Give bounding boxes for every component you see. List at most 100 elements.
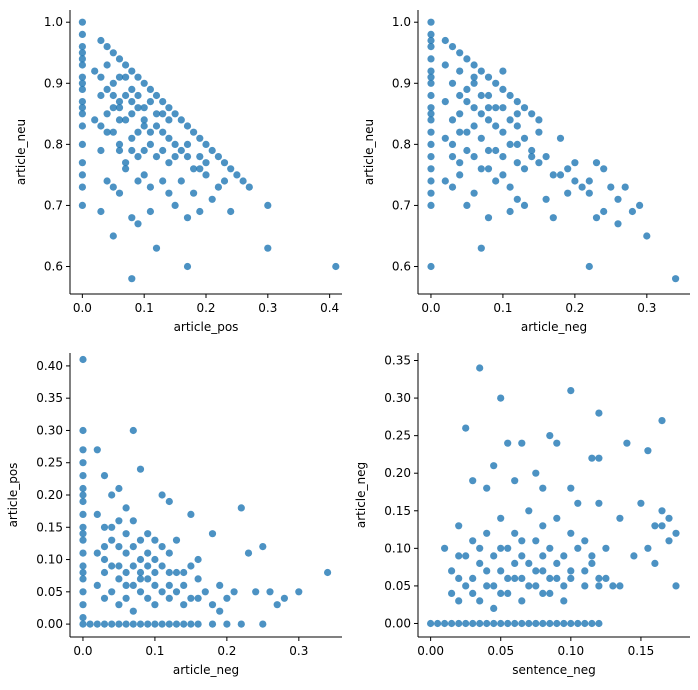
- data-point: [520, 134, 529, 142]
- data-point: [171, 201, 179, 209]
- data-point: [614, 195, 622, 203]
- x-axis-label: article_neg: [521, 320, 587, 334]
- data-point: [79, 562, 87, 570]
- x-tick-label: 0.0: [73, 644, 92, 658]
- data-point: [158, 491, 166, 499]
- data-point: [134, 177, 142, 185]
- data-point: [532, 469, 540, 477]
- data-point: [535, 159, 543, 167]
- data-point: [103, 177, 111, 185]
- data-point: [549, 214, 557, 222]
- data-point: [525, 582, 533, 590]
- data-point: [528, 110, 536, 118]
- x-tick-label: 0.1: [135, 301, 154, 315]
- data-point: [129, 607, 137, 615]
- data-point: [100, 555, 109, 564]
- data-point: [109, 104, 117, 112]
- data-point: [79, 491, 87, 499]
- data-point: [595, 409, 603, 417]
- data-point: [477, 67, 485, 75]
- data-point: [152, 153, 161, 161]
- data-point: [427, 177, 435, 185]
- data-point: [165, 549, 173, 557]
- data-point: [78, 171, 86, 179]
- data-point: [78, 104, 86, 112]
- data-point: [136, 568, 145, 577]
- y-tick-label: 0.10: [384, 541, 411, 555]
- data-point: [588, 454, 596, 462]
- data-point: [456, 171, 464, 179]
- x-tick-label: 0.05: [487, 644, 514, 658]
- data-point: [477, 244, 485, 252]
- data-point: [455, 597, 463, 605]
- data-point: [492, 79, 500, 87]
- data-point: [427, 91, 435, 100]
- y-tick-label: 0.7: [44, 198, 63, 212]
- data-point: [79, 510, 87, 518]
- data-point: [595, 619, 603, 628]
- data-point: [477, 110, 485, 118]
- data-point: [520, 104, 529, 112]
- data-point: [128, 85, 136, 93]
- x-tick-label: 0.3: [637, 301, 656, 315]
- data-point: [560, 552, 568, 560]
- data-point: [100, 472, 109, 480]
- data-point: [470, 153, 478, 161]
- data-point: [79, 459, 87, 467]
- data-point: [79, 472, 87, 480]
- data-point: [128, 134, 136, 142]
- data-point: [441, 177, 449, 185]
- data-point: [484, 214, 493, 222]
- data-point: [518, 537, 526, 545]
- data-point: [665, 537, 673, 545]
- data-point: [427, 189, 435, 197]
- data-point: [427, 165, 435, 173]
- data-point: [499, 128, 507, 136]
- data-point: [128, 146, 136, 155]
- x-tick-label: 0.10: [557, 644, 584, 658]
- data-point: [470, 79, 478, 87]
- data-point: [427, 619, 435, 628]
- data-point: [600, 207, 608, 216]
- data-point: [571, 159, 579, 167]
- data-point: [581, 619, 589, 628]
- data-point: [567, 567, 575, 575]
- data-point: [79, 426, 87, 435]
- data-point: [109, 79, 117, 87]
- data-point: [190, 165, 198, 173]
- data-point: [151, 601, 159, 609]
- data-point: [427, 116, 435, 124]
- data-point: [122, 568, 130, 577]
- data-point: [441, 36, 449, 45]
- data-point: [441, 98, 449, 106]
- data-point: [172, 536, 181, 544]
- data-point: [78, 201, 86, 209]
- data-point: [122, 91, 130, 100]
- data-point: [448, 43, 457, 51]
- data-point: [140, 171, 148, 179]
- data-point: [513, 195, 521, 203]
- data-point: [585, 262, 593, 271]
- data-point: [462, 552, 470, 560]
- data-point: [140, 146, 148, 155]
- data-point: [151, 620, 159, 628]
- data-point: [506, 116, 514, 124]
- data-point: [456, 159, 464, 167]
- data-point: [214, 183, 222, 191]
- data-point: [581, 537, 589, 545]
- x-axis-label: sentence_neg: [512, 663, 596, 677]
- data-point: [264, 201, 272, 209]
- data-point: [658, 417, 666, 425]
- data-point: [525, 559, 533, 568]
- y-tick-label: 0.30: [36, 423, 63, 437]
- data-point: [518, 619, 526, 628]
- data-point: [93, 581, 101, 590]
- data-point: [134, 91, 142, 100]
- data-point: [128, 275, 136, 283]
- data-point: [115, 116, 124, 124]
- data-point: [196, 134, 204, 142]
- data-point: [546, 544, 554, 552]
- data-point: [658, 507, 666, 515]
- data-point: [539, 567, 547, 575]
